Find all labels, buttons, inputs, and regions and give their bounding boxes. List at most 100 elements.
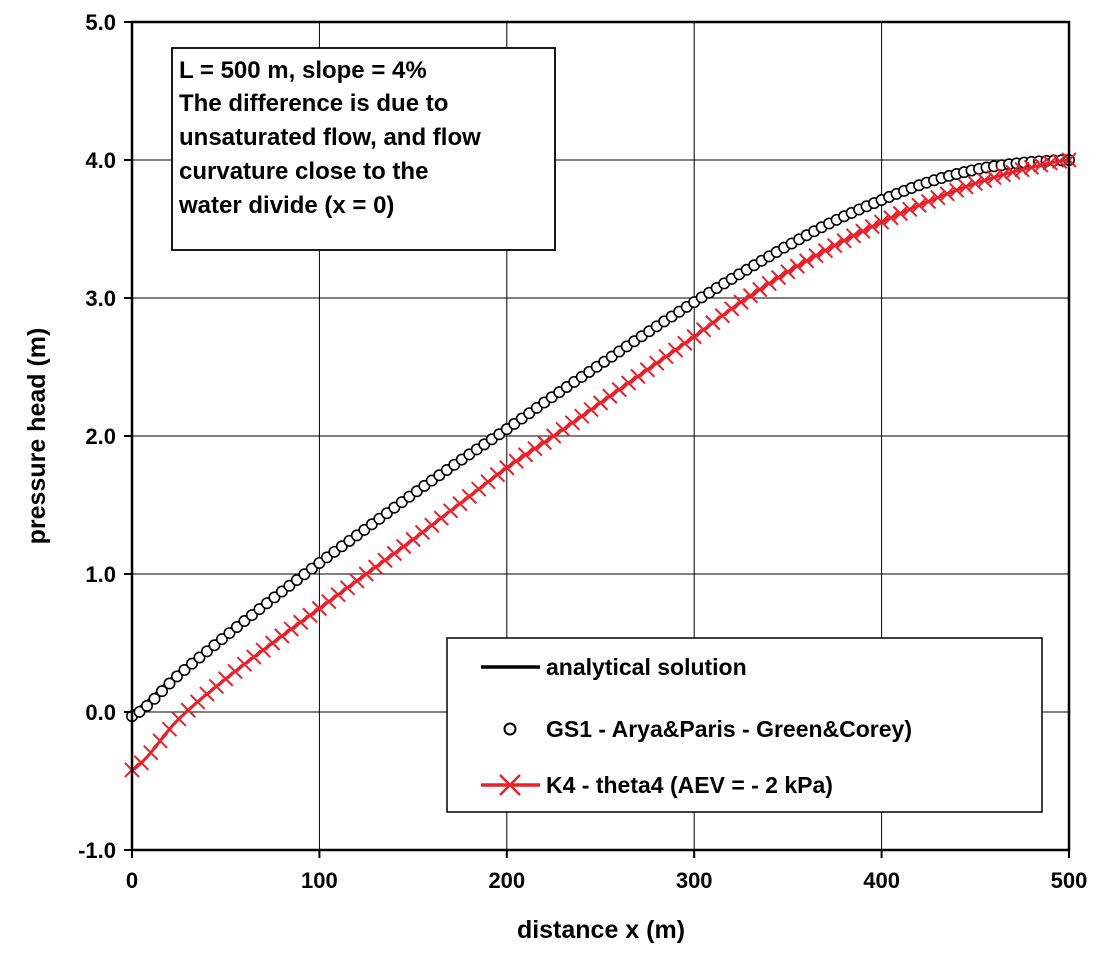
data-point-x <box>583 401 599 418</box>
data-point-x <box>1014 161 1030 178</box>
data-point-x <box>311 600 328 617</box>
data-point-x <box>873 214 890 230</box>
data-point-x <box>480 474 496 490</box>
data-point-x <box>995 166 1012 183</box>
data-point-x <box>611 381 627 398</box>
data-point-x <box>733 294 749 310</box>
data-point-x <box>489 466 506 483</box>
data-point-circle <box>208 639 221 652</box>
x-tick-label: 200 <box>488 868 525 893</box>
data-point-x <box>274 628 290 644</box>
data-point-x <box>508 453 524 469</box>
data-point-x <box>330 586 346 603</box>
data-point-circle <box>193 651 206 664</box>
data-point-x <box>845 228 862 244</box>
annotation-box: L = 500 m, slope = 4% The difference is … <box>171 47 556 251</box>
y-tick-label: -1.0 <box>78 838 116 863</box>
data-point-x <box>246 649 262 665</box>
data-point-x <box>798 253 815 269</box>
data-point-circle <box>163 677 176 690</box>
data-point-x <box>883 210 899 226</box>
y-axis-title: pressure head (m) <box>23 328 51 545</box>
data-point-x <box>1005 164 1021 180</box>
data-point-x <box>761 275 777 292</box>
data-point-circle <box>178 663 191 676</box>
data-point-x <box>321 593 337 610</box>
data-point-x <box>208 678 225 695</box>
data-point-x <box>461 488 478 505</box>
data-point-x <box>658 348 674 365</box>
legend-label-gs1: GS1 - Arya&Paris - Green&Corey) <box>546 716 912 742</box>
data-point-x <box>677 335 693 352</box>
data-point-x <box>358 566 374 582</box>
data-point-x <box>152 733 168 749</box>
data-point-x <box>424 517 440 533</box>
data-point-x <box>396 538 412 555</box>
data-point-x <box>527 440 543 457</box>
y-tick-label: 2.0 <box>85 424 116 449</box>
data-point-x <box>770 269 787 286</box>
data-point-x <box>911 197 927 214</box>
data-point-circle <box>140 699 153 712</box>
data-point-x <box>517 447 534 463</box>
data-point-x <box>958 179 974 195</box>
data-point-x <box>986 169 1002 186</box>
x-axis-title: distance x (m) <box>517 916 685 944</box>
legend-swatch-k4-marker <box>499 774 521 796</box>
legend: analytical solution GS1 - Arya&Paris - G… <box>446 637 1043 813</box>
data-point-x <box>255 642 271 658</box>
series-layer <box>124 152 1077 778</box>
data-point-x <box>143 744 159 761</box>
data-point-x <box>405 531 421 548</box>
data-point-circle <box>200 645 213 658</box>
data-point-x <box>377 552 393 568</box>
data-point-x <box>349 573 365 589</box>
data-point-x <box>302 607 318 624</box>
y-axis-ticks: -1.0 0.0 1.0 2.0 3.0 4.0 5.0 <box>78 10 132 863</box>
legend-frame <box>446 637 1043 813</box>
legend-label-k4: K4 - theta4 (AEV = - 2 kPa) <box>546 772 833 798</box>
data-point-x <box>639 362 656 378</box>
legend-label-analytical: analytical solution <box>546 654 747 680</box>
data-point-x <box>723 301 740 317</box>
data-point-x <box>976 172 993 189</box>
y-tick-label: 1.0 <box>85 562 116 587</box>
x-tick-label: 300 <box>676 868 713 893</box>
x-axis-ticks: 0 100 200 300 400 500 <box>126 850 1087 893</box>
data-point-x <box>264 635 281 651</box>
data-point-x <box>789 258 805 274</box>
x-tick-label: 100 <box>301 868 338 893</box>
data-point-x <box>620 375 637 391</box>
legend-swatch-gs1 <box>503 722 517 736</box>
data-point-x <box>1033 157 1049 173</box>
annotation-frame <box>171 47 556 251</box>
data-point-circle <box>155 685 168 698</box>
data-point-x <box>386 545 403 562</box>
data-point-circle <box>185 657 198 670</box>
data-point-x <box>555 421 571 438</box>
data-point-x <box>920 193 937 210</box>
data-point-x <box>545 428 562 444</box>
data-point-x <box>930 189 946 206</box>
data-point-x <box>217 671 234 687</box>
data-point-x <box>602 388 618 404</box>
data-point-x <box>199 686 215 702</box>
data-point-x <box>189 694 206 710</box>
data-point-x <box>1023 159 1040 176</box>
annotation-line-4: curvature close to the <box>179 158 428 185</box>
data-point-x <box>705 315 721 331</box>
x-tick-label: 400 <box>863 868 900 893</box>
data-point-x <box>808 247 824 264</box>
data-point-x <box>452 495 468 512</box>
data-point-x <box>470 481 487 497</box>
data-point-x <box>892 205 909 222</box>
data-point-x <box>864 218 880 235</box>
data-point-x <box>227 663 243 680</box>
data-point-circle <box>148 692 161 705</box>
y-tick-label: 0.0 <box>85 700 116 725</box>
data-point-x <box>499 460 515 476</box>
data-point-x <box>667 342 684 358</box>
data-point-x <box>817 242 834 259</box>
data-point-x <box>967 175 984 192</box>
